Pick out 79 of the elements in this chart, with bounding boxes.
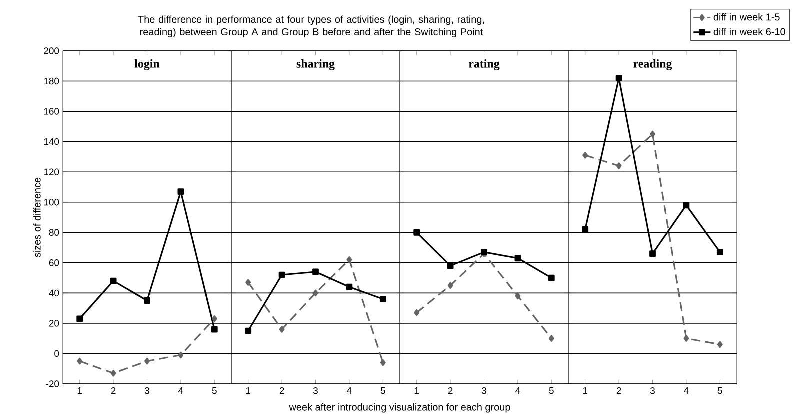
point bbox=[346, 284, 353, 290]
y-tick-label: 100 bbox=[44, 199, 60, 206]
x-tick-label: 1 bbox=[414, 388, 420, 394]
point bbox=[77, 358, 83, 365]
point bbox=[178, 352, 184, 359]
point bbox=[414, 229, 420, 236]
annotation: rating bbox=[468, 60, 500, 70]
point bbox=[278, 272, 286, 278]
y-tick-label: 200 bbox=[44, 48, 60, 54]
point bbox=[716, 249, 724, 256]
x-tick-label: 4 bbox=[347, 388, 352, 394]
point bbox=[414, 309, 420, 316]
point bbox=[448, 282, 454, 290]
y-tick-label: 60 bbox=[49, 260, 60, 266]
x-tick-label: 4 bbox=[684, 388, 689, 394]
x-tick-label: 2 bbox=[616, 388, 622, 394]
x-tick-label: 5 bbox=[212, 388, 217, 394]
point bbox=[178, 188, 184, 195]
y-tick-label: -20 bbox=[46, 380, 60, 388]
point bbox=[246, 279, 252, 286]
x-tick-label: 2 bbox=[448, 388, 453, 394]
y-axis-title: sizes of difference bbox=[34, 178, 41, 258]
x-tick-label: 5 bbox=[718, 388, 722, 394]
point bbox=[245, 328, 252, 334]
y-tick-label: 0 bbox=[54, 350, 60, 358]
point bbox=[616, 75, 622, 82]
point bbox=[312, 268, 319, 276]
y-tick-label: 20 bbox=[49, 320, 60, 327]
point bbox=[515, 292, 521, 300]
x-tick-label: 5 bbox=[380, 388, 386, 394]
point bbox=[548, 274, 555, 282]
y-tick-label: 80 bbox=[49, 229, 60, 236]
point bbox=[212, 316, 218, 322]
y-tick-label: 180 bbox=[44, 78, 60, 85]
x-tick-label: 1 bbox=[78, 388, 82, 394]
annotation: reading bbox=[634, 60, 672, 70]
point bbox=[346, 256, 352, 264]
point bbox=[717, 341, 723, 348]
x-tick-label: 3 bbox=[144, 388, 150, 394]
legend-label: diff in week 6-10 bbox=[714, 28, 786, 36]
annotation: sharing bbox=[296, 60, 335, 70]
point bbox=[144, 298, 150, 304]
x-tick-label: 3 bbox=[650, 388, 655, 394]
point bbox=[582, 152, 588, 159]
point bbox=[650, 250, 656, 258]
point bbox=[144, 358, 150, 365]
x-tick-label: 3 bbox=[313, 388, 318, 394]
point bbox=[110, 278, 117, 284]
point bbox=[447, 262, 454, 270]
point bbox=[514, 255, 522, 262]
x-tick-label: 5 bbox=[549, 388, 554, 394]
point bbox=[76, 316, 84, 322]
text: The difference in performance at four types of activities (login, sharing, rating, reading) between Group A and Group B before and after the Switching Point bbox=[138, 16, 484, 38]
x-tick-label: 3 bbox=[482, 388, 486, 394]
legend-label: diff in week 1-5 bbox=[714, 13, 780, 21]
point bbox=[380, 359, 386, 366]
point bbox=[279, 326, 285, 333]
x-tick-label: 1 bbox=[583, 388, 588, 394]
point bbox=[313, 290, 319, 297]
y-tick-label: 160 bbox=[44, 108, 60, 115]
x-tick-label: 1 bbox=[246, 388, 251, 394]
y-tick-label: 40 bbox=[49, 290, 60, 297]
point bbox=[684, 335, 690, 342]
point bbox=[548, 335, 554, 342]
x-tick-label: 4 bbox=[178, 388, 184, 394]
x-tick-label: 2 bbox=[111, 388, 116, 394]
x-tick-label: 4 bbox=[516, 388, 520, 394]
point bbox=[616, 162, 622, 170]
point bbox=[582, 226, 589, 233]
point bbox=[110, 370, 116, 377]
annotation: login bbox=[134, 60, 160, 70]
point bbox=[650, 130, 656, 138]
point bbox=[683, 202, 690, 209]
y-tick-label: 120 bbox=[44, 168, 60, 176]
point bbox=[380, 296, 386, 302]
x-axis-title: week after introducing visualization for each group bbox=[289, 404, 510, 413]
point bbox=[211, 326, 218, 333]
y-tick-label: 140 bbox=[44, 138, 60, 146]
x-tick-label: 2 bbox=[280, 388, 284, 394]
